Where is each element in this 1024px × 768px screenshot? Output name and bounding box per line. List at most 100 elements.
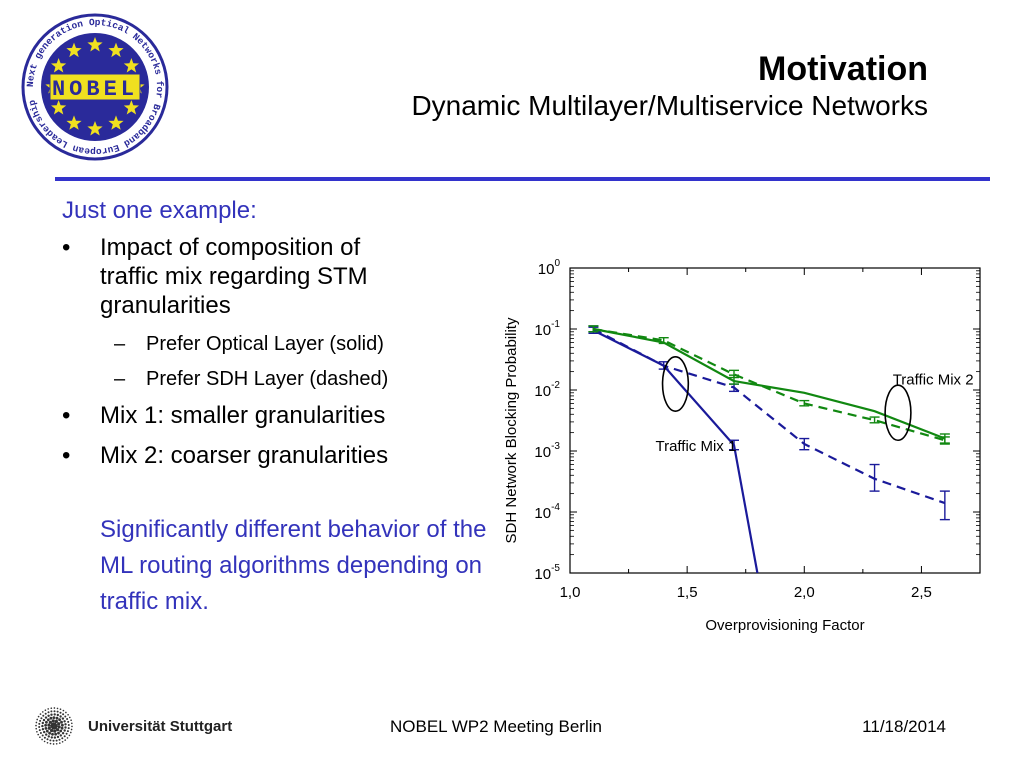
logo-dot [49,742,52,745]
logo-dot [59,715,62,718]
logo-dot [41,734,44,737]
logo-dot [43,730,46,734]
sub-bullet-mark: – [114,368,126,390]
logo-star [66,42,82,58]
logo-dot [47,723,51,727]
slide-title: Motivation Dynamic Multilayer/Multiservi… [411,50,928,124]
y-axis-label: SDH Network Blocking Probability [503,317,520,543]
y-tick-label: 10-3 [534,441,560,461]
logo-dot [39,719,42,722]
logo-dot [64,723,67,726]
logo-dot [39,713,42,715]
logo-dot [66,730,69,733]
logo-dot [48,720,52,724]
logo-dot [44,723,47,727]
bullet-mark: • [62,402,71,429]
x-tick-label: 2,5 [911,584,932,601]
y-tick-label: 10-2 [534,380,560,400]
logo-dot [46,738,49,741]
logo-dot [40,717,43,720]
logo-dot [56,713,59,717]
logo-dot [59,711,62,714]
logo-dot [53,725,57,730]
logo-dot [49,739,52,742]
logo-dot [58,718,61,722]
logo-dot [44,709,47,712]
logo-dot [55,742,58,745]
logo-dot [61,732,65,735]
logo-dot [56,710,59,713]
logo-dot [68,716,71,719]
logo-dot [62,709,65,712]
logo-dot [41,728,45,731]
logo-dot [52,743,55,745]
logo-dot [45,729,49,733]
logo-dot [35,727,38,730]
logo-dot [53,707,56,709]
logo-star [51,100,67,115]
logo-dot [65,711,67,714]
sub-bullet-text: Prefer SDH Layer (dashed) [146,368,389,390]
lead-text: Just one example: [62,197,257,224]
logo-dot [42,718,46,722]
logo-dot [52,739,55,742]
logo-dot [48,731,51,735]
logo-dot [67,713,69,716]
logo-dot [63,729,66,732]
y-tick-label: 10-4 [534,502,560,522]
bullet-text: Mix 1: smaller granularities [100,402,386,429]
bullet-mark: • [62,234,71,261]
logo-dot [60,720,63,724]
sub-bullet-item: – Prefer Optical Layer (solid) [62,331,492,357]
bullet-mark: • [62,442,71,469]
logo-dot [70,719,72,722]
logo-star [108,42,124,58]
logo-dot [71,725,73,728]
y-tick-label: 10-5 [534,563,560,583]
logo-dot [67,727,70,730]
blocking-probability-chart: 1,0 1,5 2,0 2,5 10-5 10-4 10-3 10-2 10-1 100 Overp… [503,258,981,634]
logo-dot [53,713,56,716]
logo-dot [50,707,53,710]
bullet-item: • Mix 1: smaller granularities [62,401,492,430]
logo-dot [49,716,53,720]
logo-dot [41,724,44,728]
logo-text: NOBEL [52,77,138,102]
logo-star [108,115,124,130]
series-line-dashed [593,327,946,442]
logo-dot [43,736,46,739]
meeting-name: NOBEL WP2 Meeting Berlin [390,717,602,736]
logo-dot [54,719,58,723]
logo-dot [57,731,60,735]
logo-dot [62,713,65,716]
logo-dot [35,721,38,724]
sub-bullet-item: – Prefer SDH Layer (dashed) [62,366,492,392]
y-tick-label: 100 [538,258,561,278]
logo-dot [35,724,37,727]
highlight-ellipse [884,384,912,442]
logo-dot [55,716,59,720]
logo-dot [39,736,41,739]
logo-dot [50,713,53,716]
bullet-item: • Impact of composition of traffic mix r… [62,233,492,320]
logo-dot [65,732,68,735]
logo-dot [66,737,69,739]
y-tick-label: 10-1 [534,319,560,339]
logo-dot [53,710,56,713]
logo-dot [47,735,50,738]
logo-dot [36,718,39,721]
logo-dot [38,729,41,732]
logo-star [123,58,139,73]
logo-dot [50,736,53,739]
university-name: Universität Stuttgart [88,718,232,735]
logo-dot [67,720,70,723]
logo-dot [44,727,48,730]
conclusion-text: Significantly different behavior of the … [100,516,487,615]
logo-dot [67,723,70,727]
logo-dot [51,732,54,736]
logo-dot [59,708,62,711]
sub-bullet-mark: – [114,333,126,355]
title-subtitle: Dynamic Multilayer/Multiservice Networks [411,90,928,121]
x-axis-label: Overprovisioning Factor [705,617,864,634]
logo-dot [41,711,44,713]
